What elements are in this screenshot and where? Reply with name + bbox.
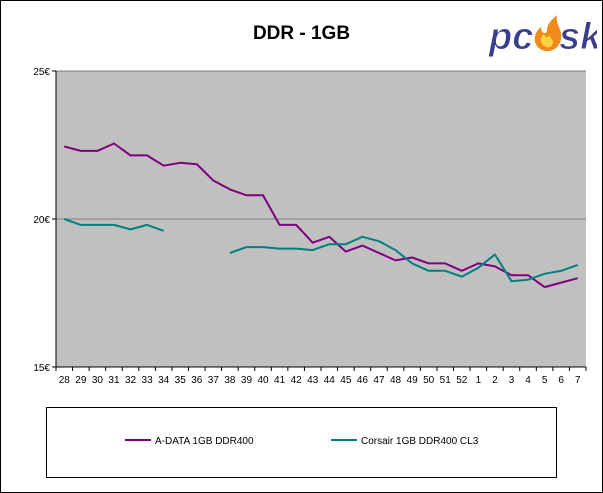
legend: A-DATA 1GB DDR400 Corsair 1GB DDR400 CL3 bbox=[46, 407, 557, 478]
x-tick-label: 7 bbox=[575, 375, 581, 386]
svg-text:sk: sk bbox=[559, 16, 597, 57]
legend-item-corsair: Corsair 1GB DDR400 CL3 bbox=[331, 436, 478, 450]
x-tick-label: 33 bbox=[142, 375, 154, 386]
series-line-1-segment-0 bbox=[63, 218, 165, 232]
x-tick-label: 48 bbox=[390, 375, 402, 386]
svg-text:pc: pc bbox=[488, 16, 533, 57]
chart-title: DDR - 1GB bbox=[252, 23, 351, 44]
x-tick-label: 4 bbox=[525, 375, 531, 386]
x-tick-label: 30 bbox=[92, 375, 104, 386]
legend-swatch-adata bbox=[125, 439, 151, 442]
x-tick-label: 49 bbox=[407, 375, 419, 386]
x-tick-label: 3 bbox=[509, 375, 515, 386]
x-tick-label: 38 bbox=[224, 375, 236, 386]
x-tick-label: 52 bbox=[456, 375, 468, 386]
x-tick-label: 32 bbox=[125, 375, 137, 386]
x-tick-label: 51 bbox=[440, 375, 452, 386]
legend-label-adata: A-DATA 1GB DDR400 bbox=[155, 436, 254, 447]
x-tick-label: 47 bbox=[373, 375, 385, 386]
x-tick-label: 40 bbox=[257, 375, 269, 386]
legend-label-corsair: Corsair 1GB DDR400 CL3 bbox=[361, 436, 479, 447]
legend-item-adata: A-DATA 1GB DDR400 bbox=[125, 436, 254, 450]
x-tick-label: 39 bbox=[241, 375, 253, 386]
y-tick-label: 20€ bbox=[33, 215, 50, 226]
series-line-1-segment-1 bbox=[229, 235, 579, 283]
x-tick-label: 1 bbox=[476, 375, 482, 386]
x-tick-label: 42 bbox=[291, 375, 303, 386]
pcask-logo: pc sk bbox=[488, 15, 597, 57]
x-tick-label: 29 bbox=[75, 375, 87, 386]
x-tick-label: 45 bbox=[340, 375, 352, 386]
x-tick-label: 31 bbox=[108, 375, 120, 386]
x-tick-label: 36 bbox=[191, 375, 203, 386]
series-line-0-segment-0 bbox=[64, 142, 578, 289]
x-tick-label: 5 bbox=[542, 375, 548, 386]
legend-swatch-corsair bbox=[331, 439, 357, 442]
x-tick-label: 6 bbox=[558, 375, 564, 386]
x-tick-label: 50 bbox=[423, 375, 435, 386]
x-tick-label: 28 bbox=[59, 375, 71, 386]
y-tick-label: 15€ bbox=[33, 363, 50, 374]
x-tick-label: 37 bbox=[208, 375, 220, 386]
x-tick-label: 34 bbox=[158, 375, 170, 386]
x-tick-label: 41 bbox=[274, 375, 286, 386]
x-tick-label: 43 bbox=[307, 375, 319, 386]
chart-plot: 15€20€25€ 28 29 30 31 32 33 34 35 36 37 38 39 40 41 42… bbox=[33, 67, 587, 386]
x-tick-label: 46 bbox=[357, 375, 369, 386]
x-tick-label: 44 bbox=[324, 375, 336, 386]
y-tick-label: 25€ bbox=[33, 67, 50, 78]
x-tick-label: 35 bbox=[175, 375, 187, 386]
x-tick-label: 2 bbox=[492, 375, 498, 386]
